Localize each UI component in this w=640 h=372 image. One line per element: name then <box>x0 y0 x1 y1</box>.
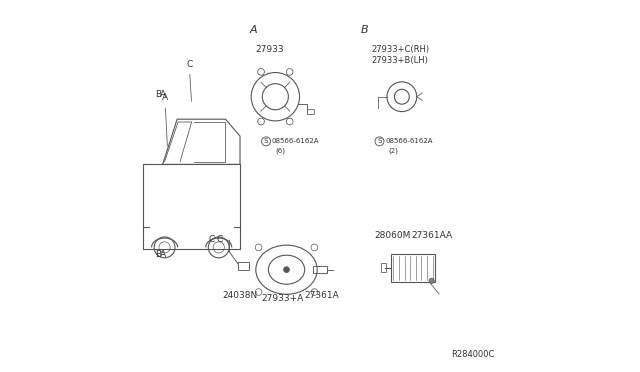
Text: A: A <box>249 25 257 35</box>
Text: A: A <box>160 90 166 99</box>
Bar <box>314 266 326 273</box>
Text: (6): (6) <box>276 147 285 154</box>
Bar <box>307 109 314 114</box>
Text: (2): (2) <box>389 147 399 154</box>
Bar <box>238 262 250 270</box>
Text: 08566-6162A: 08566-6162A <box>385 138 433 144</box>
Text: A: A <box>162 93 168 146</box>
Text: B: B <box>361 25 369 35</box>
Text: A: A <box>160 250 166 259</box>
Text: 24038N: 24038N <box>222 291 258 299</box>
Text: B: B <box>155 250 161 259</box>
Text: S: S <box>264 138 268 144</box>
Text: 27933+C(RH): 27933+C(RH) <box>371 45 429 54</box>
Text: C: C <box>186 60 193 102</box>
Text: 08566-6162A: 08566-6162A <box>271 138 319 144</box>
Text: C: C <box>209 235 215 244</box>
Text: 27933: 27933 <box>255 45 284 54</box>
Text: 27933+A: 27933+A <box>262 294 304 303</box>
Text: 27933+B(LH): 27933+B(LH) <box>372 56 428 65</box>
Text: 27361A: 27361A <box>305 291 339 299</box>
Text: C: C <box>216 235 223 244</box>
Circle shape <box>284 267 289 273</box>
Bar <box>381 263 386 272</box>
Text: 28060M: 28060M <box>374 231 411 240</box>
Text: S: S <box>378 138 381 144</box>
Text: B: B <box>155 90 161 99</box>
Text: R284000C: R284000C <box>451 350 495 359</box>
Circle shape <box>429 278 434 283</box>
Text: 27361AA: 27361AA <box>411 231 452 240</box>
